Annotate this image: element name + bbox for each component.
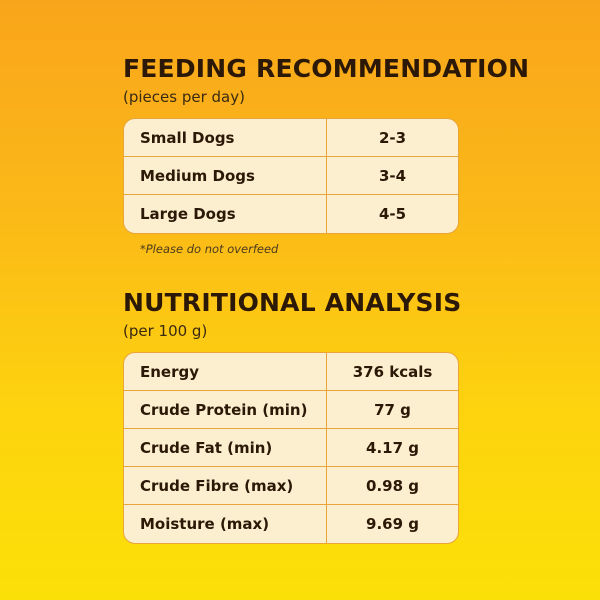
- table-row: Crude Fat (min) 4.17 g: [124, 429, 458, 467]
- feeding-section-header: FEEDING RECOMMENDATION (pieces per day): [123, 54, 529, 106]
- nutrition-row-value: 9.69 g: [366, 515, 419, 533]
- feeding-row-label: Large Dogs: [124, 195, 327, 233]
- table-row: Large Dogs 4-5: [124, 195, 458, 233]
- nutrition-row-label: Moisture (max): [124, 505, 327, 543]
- nutrition-row-value: 376 kcals: [352, 362, 433, 381]
- table-row: Energy 376 kcals: [124, 353, 458, 391]
- table-row: Small Dogs 2-3: [124, 119, 458, 157]
- feeding-subtitle: (pieces per day): [123, 88, 245, 106]
- nutrition-row-value: 4.17 g: [366, 438, 419, 457]
- nutrition-row-label: Crude Protein (min): [124, 391, 327, 428]
- feeding-row-label: Medium Dogs: [124, 157, 327, 194]
- nutrition-title: NUTRITIONAL ANALYSIS: [123, 288, 462, 317]
- nutrition-row-value: 0.98 g: [366, 476, 419, 495]
- feeding-table: Small Dogs 2-3 Medium Dogs 3-4 Large Dog…: [123, 118, 459, 234]
- feeding-title: FEEDING RECOMMENDATION: [123, 54, 530, 83]
- table-row: Crude Fibre (max) 0.98 g: [124, 467, 458, 505]
- nutrition-row-label: Energy: [124, 353, 327, 390]
- nutrition-row-label: Crude Fibre (max): [124, 467, 327, 504]
- nutrition-row-label: Crude Fat (min): [124, 429, 327, 466]
- table-row: Crude Protein (min) 77 g: [124, 391, 458, 429]
- nutrition-subtitle: (per 100 g): [123, 322, 208, 340]
- feeding-row-value: 4-5: [378, 205, 407, 223]
- nutrition-section-header: NUTRITIONAL ANALYSIS (per 100 g): [123, 288, 461, 340]
- nutrition-table: Energy 376 kcals Crude Protein (min) 77 …: [123, 352, 459, 544]
- nutrition-row-value: 77 g: [374, 400, 411, 419]
- table-row: Medium Dogs 3-4: [124, 157, 458, 195]
- feeding-row-label: Small Dogs: [124, 119, 327, 156]
- table-row: Moisture (max) 9.69 g: [124, 505, 458, 543]
- feeding-row-value: 2-3: [378, 128, 407, 147]
- overfeed-note: *Please do not overfeed: [140, 242, 279, 256]
- feeding-row-value: 3-4: [378, 166, 407, 185]
